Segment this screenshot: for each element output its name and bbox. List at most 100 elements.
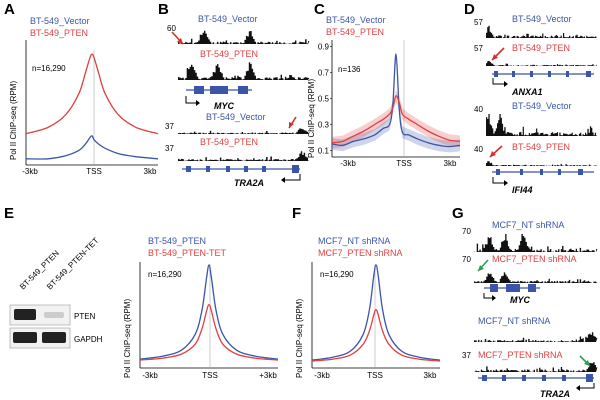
panel-b-arrowhead-2 xyxy=(289,122,294,128)
panel-g-track2-signal xyxy=(474,272,598,283)
panel-b-track4-label: BT-549_PTEN xyxy=(200,137,258,147)
panel-d-gene-anxa1: ANXA1 xyxy=(511,87,543,97)
panel-b-track3-label: BT-549_Vector xyxy=(206,112,266,122)
panel-b-track1-signal xyxy=(178,30,310,44)
panel-d-gene-ifi44: IFI44 xyxy=(512,185,533,195)
panel-b-gene-myc: MYC xyxy=(214,101,235,111)
panel-c-xtick-tss: TSS xyxy=(396,159,412,168)
panel-e-blot-lane-2: BT-549_PTEN-TET xyxy=(45,236,100,291)
panel-f-letter: F xyxy=(292,205,301,222)
panel-b: B BT-549_Vector 60 BT-549_PTEN MYC BT-54… xyxy=(158,1,310,188)
panel-f-ylabel: Pol II ChIP-seq (RPM) xyxy=(295,299,304,378)
panel-f-legend-nt: MCF7_NT shRNA xyxy=(318,236,390,246)
panel-a-series-pten xyxy=(25,53,159,135)
panel-g-gene-tra2a: TRA2A xyxy=(540,389,570,399)
panel-a: A BT-549_Vector BT-549_PTEN n=16,290 Pol… xyxy=(4,1,159,176)
panel-c-xtick-left: -3kb xyxy=(340,159,356,168)
panel-d-track2-scale: 57 xyxy=(474,44,483,53)
panel-e-blot-pten-band-2 xyxy=(44,312,64,318)
panel-e-legend-pten: BT-549_PTEN xyxy=(148,236,206,246)
panel-d-track2-label: BT-549_PTEN xyxy=(512,43,570,53)
panel-c-ytick-label: 0.9 xyxy=(318,43,330,52)
panel-b-track2-label: BT-549_PTEN xyxy=(200,49,258,59)
panel-f-legend-pten: MCF7_PTEN shRNA xyxy=(318,248,403,258)
panel-c-series-pten xyxy=(331,95,461,144)
panel-b-track3-scale: 37 xyxy=(165,122,174,131)
panel-b-track2-signal xyxy=(178,62,310,80)
panel-d-track4-scale: 40 xyxy=(474,145,483,154)
panel-d: D BT-549_Vector 57 BT-549_PTEN 57 ANXA1 … xyxy=(464,1,598,195)
panel-g-track4-scale: 37 xyxy=(462,351,471,360)
panel-g-track1-signal xyxy=(474,234,598,252)
panel-g-track2-scale: 70 xyxy=(462,255,471,264)
panel-e-blot-pten-band-1 xyxy=(14,309,36,320)
panel-e-letter: E xyxy=(4,205,14,222)
panel-g-track1-label: MCF7_NT shRNA xyxy=(492,220,564,230)
panel-d-track4-label: BT-549_PTEN xyxy=(512,142,570,152)
panel-g-track1-scale: 70 xyxy=(462,227,471,236)
panel-g-track2-label: MCF7_PTEN shRNA xyxy=(492,254,577,264)
panel-b-gene-tra2a-model xyxy=(182,165,301,183)
panel-f-series-nt xyxy=(311,264,441,361)
panel-g-track4-label: MCF7_PTEN shRNA xyxy=(478,350,563,360)
panel-e-ylabel: Pol II ChIP-seq (RPM) xyxy=(123,299,132,378)
panel-e-series-pten-tet xyxy=(139,303,279,361)
panel-e-xtick-tss: TSS xyxy=(202,371,218,380)
panel-c-series-vector xyxy=(331,53,461,148)
panel-d-arrowhead-1 xyxy=(492,54,498,60)
panel-e-blot-gapdh-band-2 xyxy=(42,332,66,343)
panel-f-xtick-tss: TSS xyxy=(367,371,383,380)
panel-d-track4-signal xyxy=(486,161,598,166)
panel-b-track1-label: BT-549_Vector xyxy=(198,14,258,24)
panel-g-gene-myc: MYC xyxy=(510,295,531,305)
panel-d-track3-label: BT-549_Vector xyxy=(512,101,572,111)
panel-b-track4-scale: 37 xyxy=(165,144,174,153)
panel-c-legend-vector: BT-549_Vector xyxy=(326,15,386,25)
panel-d-track3-signal xyxy=(486,114,598,136)
panel-g: G MCF7_NT shRNA 70 MCF7_PTEN shRNA 70 MY… xyxy=(452,205,598,399)
panel-b-arrowhead-1 xyxy=(177,38,183,44)
panel-a-letter: A xyxy=(4,1,15,18)
panel-a-n-label: n=16,290 xyxy=(32,64,66,73)
panel-c-band-pten xyxy=(332,90,460,149)
panel-f: F MCF7_NT shRNA MCF7_PTEN shRNA n=16,290… xyxy=(292,205,441,380)
panel-c-xtick-right: 3kb xyxy=(444,159,457,168)
panel-d-letter: D xyxy=(464,1,475,18)
panel-e-blot-pten-label: PTEN xyxy=(74,312,96,321)
panel-a-legend-pten: BT-549_PTEN xyxy=(30,28,88,38)
panel-b-track3-signal xyxy=(178,128,310,134)
panel-c-legend-pten: BT-549_PTEN xyxy=(326,27,384,37)
panel-g-arrowhead-2 xyxy=(584,360,590,366)
panel-c: C BT-549_Vector BT-549_PTEN n=136 0.1 0.3… xyxy=(307,1,461,168)
panel-g-gene-tra2a-model xyxy=(478,374,595,391)
panel-c-ytick-label: 0.3 xyxy=(318,121,330,130)
panel-b-track1-scale: 60 xyxy=(167,24,176,33)
panel-e-blot-gapdh-band-1 xyxy=(13,332,37,343)
panel-c-ytick-label: 0.7 xyxy=(318,69,330,78)
panel-b-gene-myc-model xyxy=(185,86,252,106)
panel-e: E BT-549_PTEN BT-549_PTEN-TET PTEN GAPDH… xyxy=(4,205,279,380)
panel-d-track1-signal xyxy=(486,25,598,38)
panel-g-track3-label: MCF7_NT shRNA xyxy=(478,316,550,326)
panel-d-gene-anxa1-model xyxy=(492,71,594,87)
panel-a-ylabel: Pol II ChIP-seq (RPM) xyxy=(9,81,18,160)
panel-d-track3-scale: 40 xyxy=(474,105,483,114)
panel-a-series-vector xyxy=(25,135,159,160)
panel-c-ytick-label: 0.5 xyxy=(318,95,330,104)
panel-f-series-pten xyxy=(311,308,441,362)
panel-a-xtick-tss: TSS xyxy=(86,167,102,176)
panel-e-legend-pten-tet: BT-549_PTEN-TET xyxy=(148,248,227,258)
panel-d-gene-ifi44-model xyxy=(492,169,594,186)
panel-b-track4-signal xyxy=(178,151,310,161)
panel-c-letter: C xyxy=(314,1,325,18)
panel-c-ylabel: Pol II ChIP-seq (RPM) xyxy=(307,79,316,158)
panel-c-ytick-label: 0.1 xyxy=(318,147,330,156)
panel-d-track2-signal xyxy=(486,60,598,66)
panel-g-track3-signal xyxy=(474,332,598,342)
panel-a-legend-vector: BT-549_Vector xyxy=(30,16,90,26)
panel-b-gene-tra2a: TRA2A xyxy=(234,178,264,188)
panel-f-xtick-right: 3kb xyxy=(424,371,437,380)
panel-g-track4-signal xyxy=(474,362,598,372)
panel-e-blot-gapdh-label: GAPDH xyxy=(74,335,103,344)
